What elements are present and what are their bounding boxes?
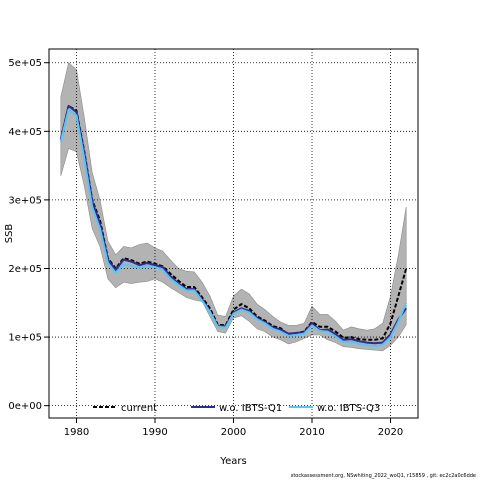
x-tick-label: 2000	[221, 427, 246, 438]
y-tick-label: 1e+05	[8, 333, 42, 344]
x-tick-label: 2020	[378, 427, 403, 438]
y-tick-label: 4e+05	[8, 127, 42, 138]
legend-label: w.o. IBTS-Q3	[317, 403, 380, 414]
legend-label: w.o. IBTS-Q1	[219, 403, 282, 414]
legend: current w.o. IBTS-Q1 w.o. IBTS-Q3	[93, 403, 380, 414]
series-line-w-o-ibts-q3	[59, 108, 408, 347]
series-line-w-o-ibts-q1	[59, 104, 408, 345]
y-tick-label: 2e+05	[8, 264, 42, 275]
x-axis: 1980 1990 2000 2010 2020	[64, 418, 403, 438]
footnote: stockassessment.org, NSwhiting_2022_woQ1…	[290, 473, 476, 479]
legend-label: current	[121, 403, 157, 414]
x-tick-label: 1980	[64, 427, 89, 438]
series-lines	[59, 104, 408, 347]
x-tick-label: 1990	[142, 427, 167, 438]
x-tick-label: 2010	[299, 427, 324, 438]
y-axis-label: SSB	[4, 224, 15, 244]
y-axis: 0e+00 1e+05 2e+05 3e+05 4e+05 5e+05	[8, 58, 49, 412]
y-tick-label: 5e+05	[8, 58, 42, 69]
y-tick-label: 3e+05	[8, 195, 42, 206]
x-axis-label: Years	[219, 456, 246, 467]
y-tick-label: 0e+00	[8, 401, 42, 412]
